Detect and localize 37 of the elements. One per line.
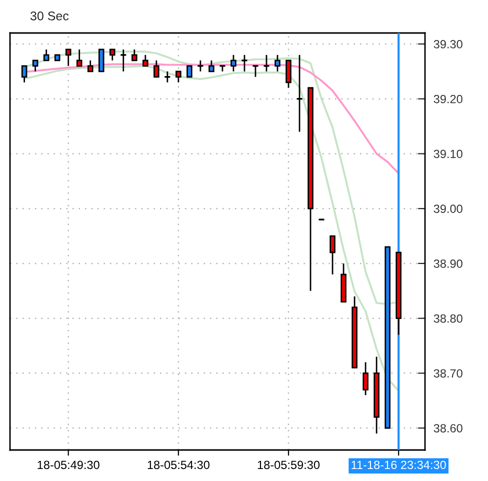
candlestick: [208, 60, 214, 72]
y-tick-label: 38.80: [434, 314, 462, 323]
candlestick: [32, 60, 38, 72]
candlestick: [21, 65, 28, 84]
x-tick-label: 18-05:59:30: [258, 460, 320, 470]
y-tick-label: 39.10: [434, 150, 462, 158]
candlestick: [142, 54, 148, 67]
candlestick: [196, 60, 204, 72]
candlestick: [274, 54, 280, 72]
x-tick-label: 11-18-16 23:34:30: [352, 460, 446, 470]
x-tick-label: 18-05:54:30: [148, 460, 210, 470]
candlestick: [262, 54, 270, 72]
y-tick-label: 39.20: [434, 94, 462, 104]
candlestick: [87, 60, 94, 72]
chart-title: 30 Sec: [30, 12, 69, 20]
candlestick: [154, 60, 160, 78]
y-tick-label: 39.00: [434, 204, 462, 213]
candlestick: [98, 48, 104, 72]
candlestick: [230, 54, 236, 72]
x-tick-label: 18-05:49:30: [38, 460, 100, 470]
y-tick-label: 38.60: [434, 424, 462, 432]
candlestick: [43, 48, 50, 62]
y-tick-label: 39.30: [434, 40, 462, 48]
candlestick: [186, 65, 192, 78]
candlestick: [286, 60, 292, 89]
candlestick: [120, 48, 127, 72]
candlestick: [65, 48, 72, 67]
candlestick: [330, 235, 336, 276]
candlestick: [240, 54, 248, 72]
candlestick: [252, 65, 260, 78]
candlestick: [76, 48, 82, 67]
candlestick: [362, 362, 368, 396]
candlestick: [176, 70, 182, 84]
y-tick-label: 38.90: [434, 259, 462, 268]
y-tick-label: 38.70: [434, 369, 462, 378]
candlestick: [109, 48, 116, 62]
candlestick: [131, 48, 138, 62]
